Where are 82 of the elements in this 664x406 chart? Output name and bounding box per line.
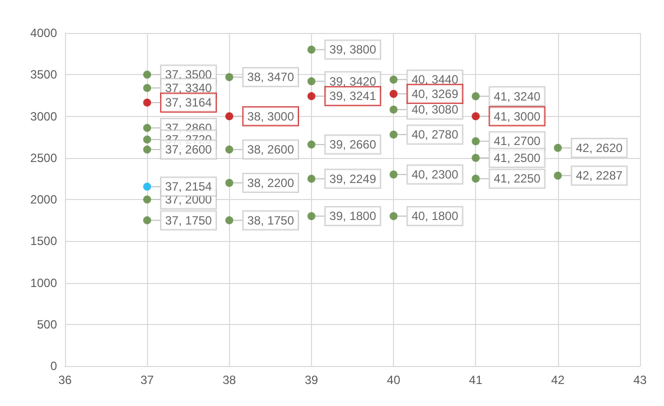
point: [143, 146, 152, 154]
data-label: 37, 2154: [165, 180, 212, 194]
point: [390, 212, 398, 220]
point: [307, 140, 316, 149]
data-label: 37, 2600: [165, 142, 212, 157]
y-tick-label: 3000: [30, 109, 58, 124]
data-label: 40, 2300: [412, 168, 459, 182]
data-label: 39, 2660: [329, 138, 376, 152]
point: [143, 196, 152, 204]
data-label: 40, 1800: [412, 209, 459, 224]
y-tick-label: 3500: [30, 68, 58, 82]
x-tick-label: 42: [551, 373, 565, 387]
point: [225, 112, 234, 120]
data-label: 38, 1750: [247, 213, 294, 228]
y-tick-label: 2500: [30, 150, 58, 165]
x-tick-label: 36: [58, 373, 72, 387]
data-label: 39, 3420: [329, 74, 376, 88]
data-label: 39, 1800: [329, 209, 376, 224]
data-label: 39, 3241: [329, 89, 376, 104]
data-label: 37, 2860: [165, 120, 212, 135]
data-label: 37, 3340: [165, 80, 212, 95]
point: [143, 124, 152, 132]
point: [472, 112, 480, 120]
data-label: 38, 3470: [247, 70, 294, 84]
point: [143, 84, 152, 92]
data-label: 39, 2249: [329, 172, 376, 186]
point: [307, 46, 316, 54]
data-label: 37, 2000: [165, 192, 212, 206]
data-label: 37, 1750: [165, 213, 212, 228]
y-tick-label: 1500: [30, 234, 58, 248]
point: [143, 216, 152, 224]
data-label: 41, 2500: [494, 150, 541, 165]
y-tick-label: 500: [36, 317, 58, 332]
data-label: 41, 3000: [494, 109, 541, 124]
point: [472, 174, 480, 183]
point: [307, 174, 316, 183]
data-label: 41, 2700: [494, 134, 541, 148]
x-tick-label: 41: [469, 373, 483, 387]
data-label: 40, 3440: [412, 72, 459, 87]
point: [225, 178, 234, 187]
data-label: 40, 2780: [412, 128, 459, 142]
point: [307, 77, 316, 86]
point: [225, 73, 234, 82]
point: [390, 90, 398, 98]
point: [225, 146, 234, 154]
point: [472, 137, 480, 146]
point: [390, 130, 398, 139]
x-tick-label: 40: [386, 373, 401, 387]
x-tick-label: 43: [633, 373, 647, 387]
point: [225, 216, 234, 224]
data-label: 40, 3080: [412, 102, 459, 117]
point: [307, 212, 316, 220]
point: [472, 92, 480, 100]
point: [143, 98, 152, 107]
x-tick-label: 37: [140, 373, 154, 387]
data-label: 39, 3800: [329, 42, 376, 57]
point: [143, 70, 152, 79]
data-label: 41, 2250: [494, 172, 541, 186]
data-label: 37, 3500: [165, 68, 212, 82]
data-label: 42, 2620: [576, 140, 623, 155]
y-tick-label: 4000: [30, 26, 58, 40]
data-label: 38, 2200: [247, 176, 294, 190]
data-label: 38, 3000: [247, 109, 294, 124]
point: [307, 92, 316, 100]
point: [390, 76, 398, 84]
point: [554, 144, 562, 152]
point: [554, 172, 562, 180]
y-tick-label: 1000: [30, 276, 58, 290]
point: [390, 170, 398, 179]
y-tick-label: 2000: [30, 192, 58, 206]
point: [390, 106, 398, 114]
data-label: 37, 3164: [165, 96, 212, 110]
point: [472, 154, 480, 162]
data-label: 40, 3269: [412, 86, 459, 101]
y-tick-label: 0: [50, 359, 58, 373]
data-label: 42, 2287: [576, 168, 623, 183]
x-tick-label: 38: [222, 373, 236, 387]
point: [143, 182, 152, 191]
data-label: 41, 3240: [494, 89, 541, 104]
data-label: 38, 2600: [247, 142, 294, 157]
point: [143, 136, 152, 144]
x-tick-label: 39: [304, 373, 318, 387]
